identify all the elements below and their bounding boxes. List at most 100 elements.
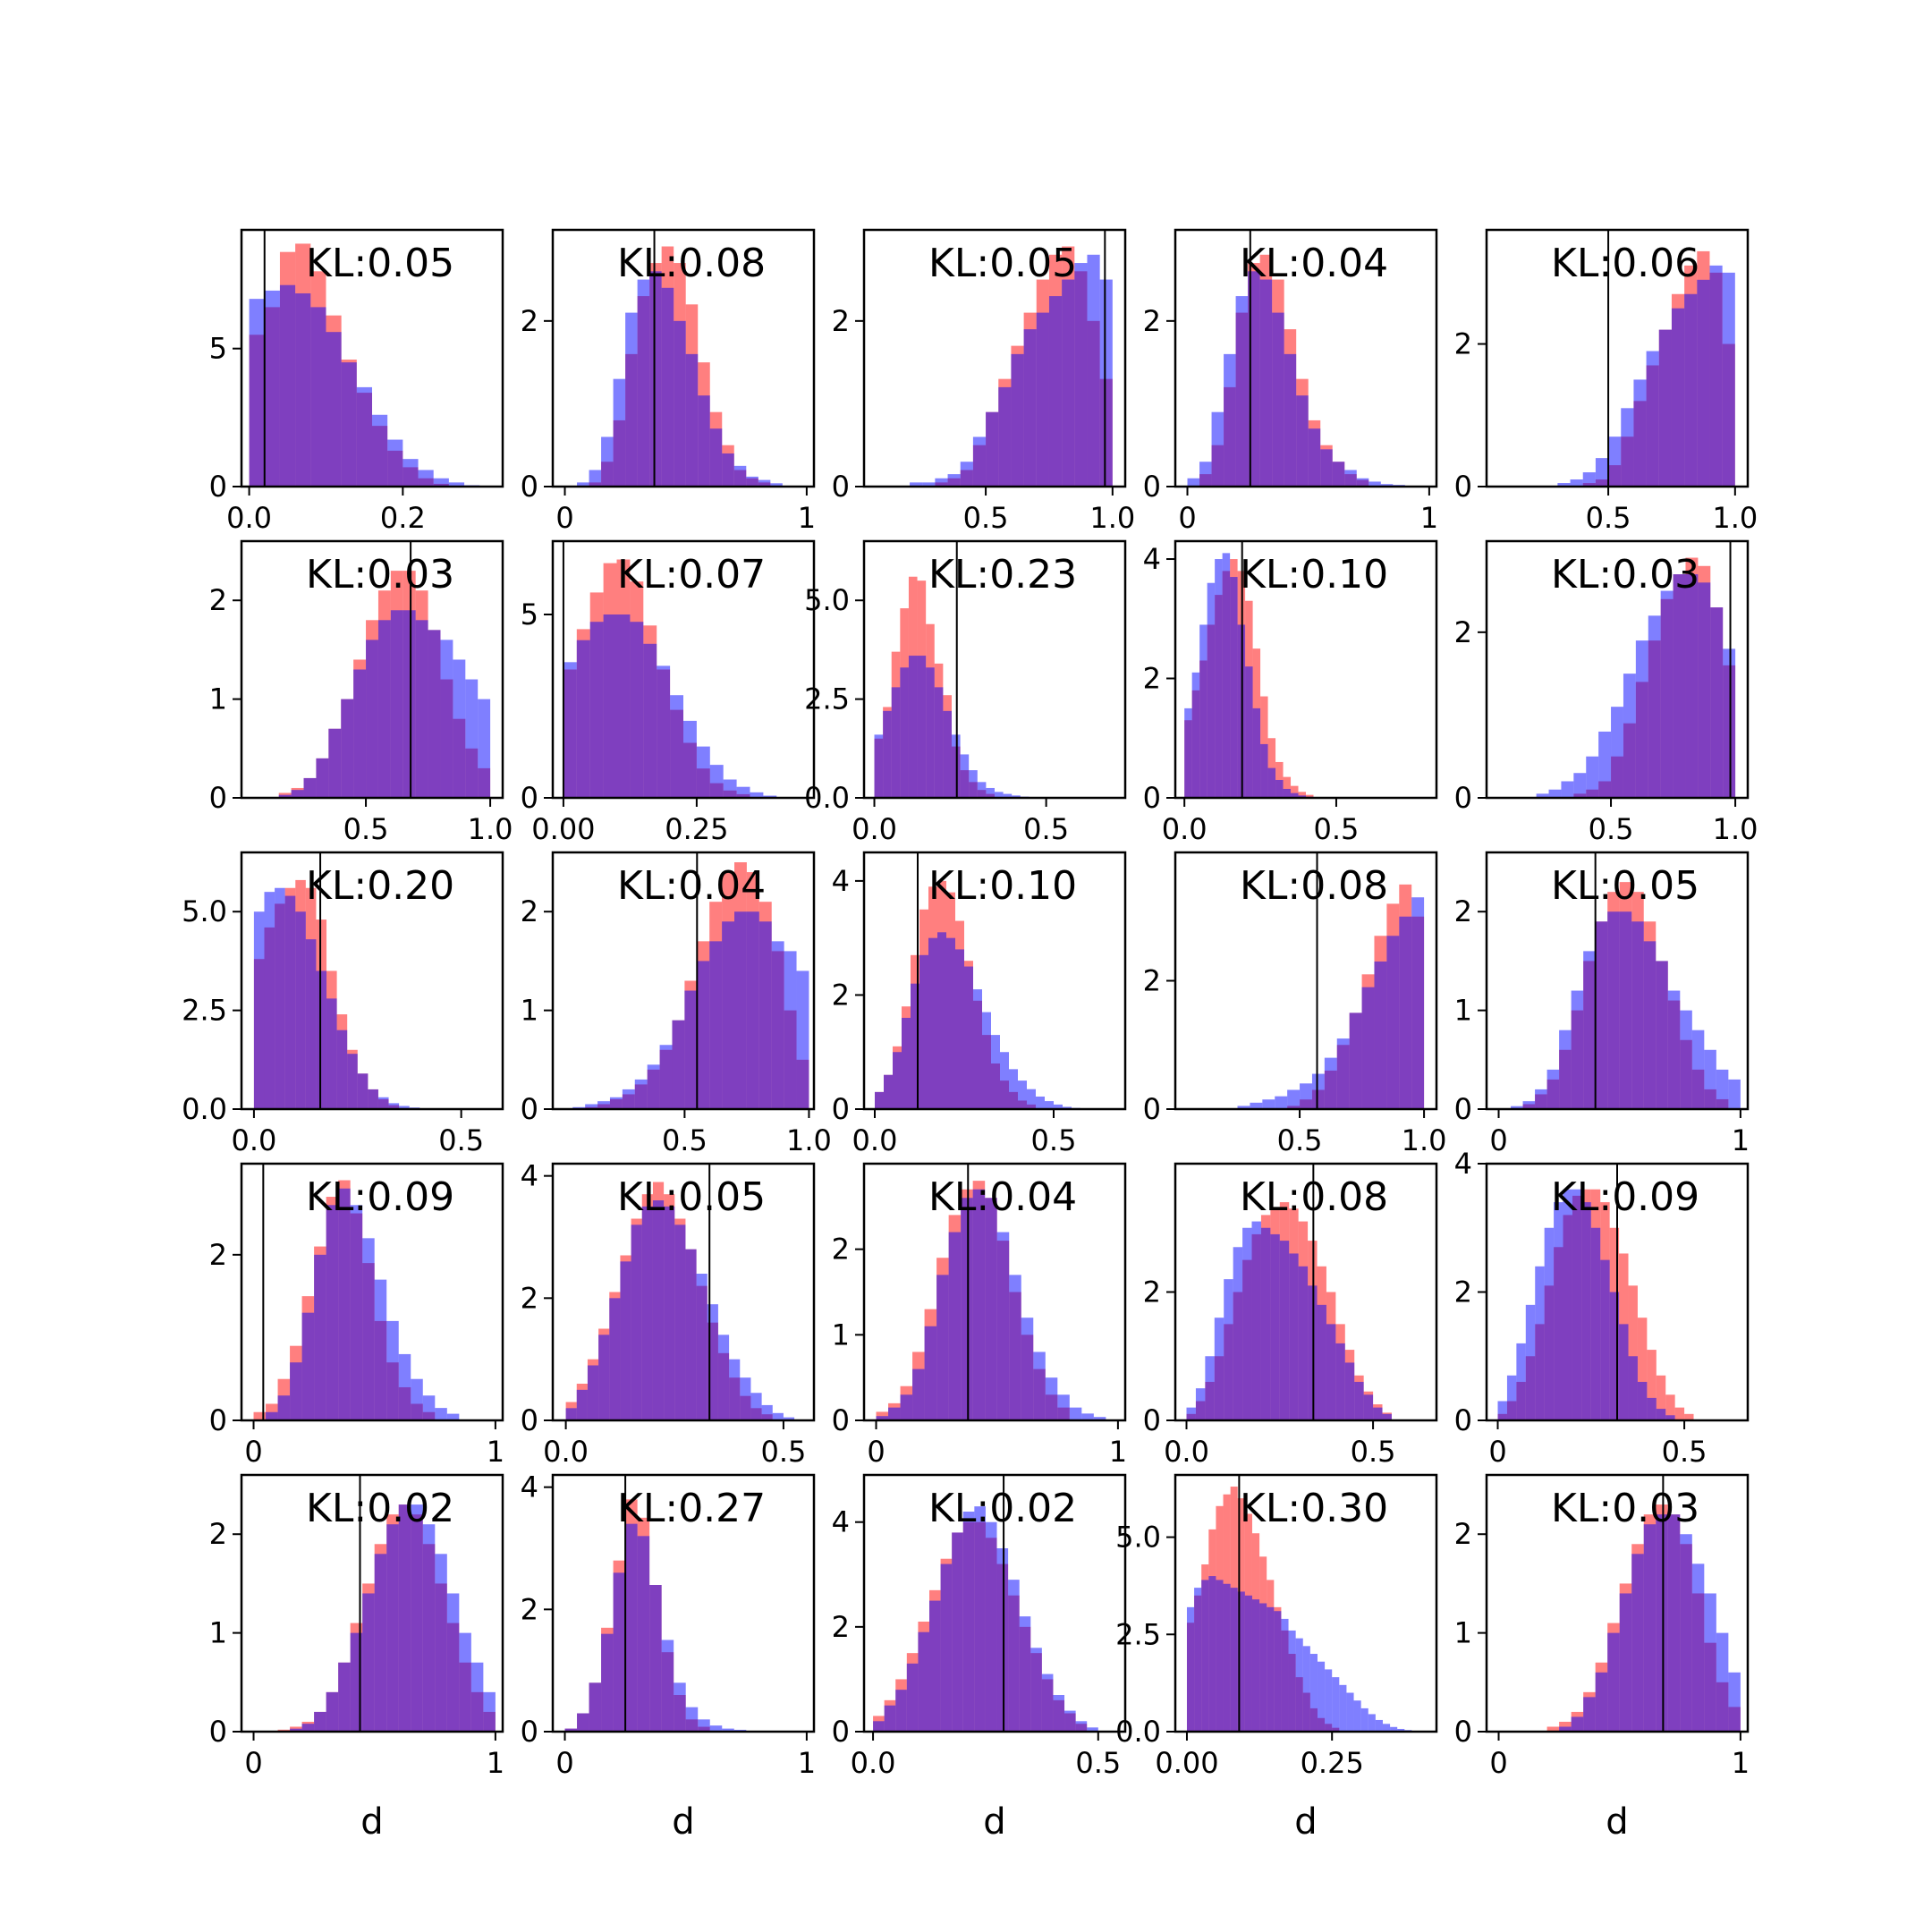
blue-histogram-bar (316, 758, 329, 798)
y-tick-label: 4 (832, 864, 850, 898)
blue-histogram-bar (641, 1206, 653, 1420)
blue-histogram-bar (1214, 1318, 1224, 1420)
kl-annotation: KL:0.03 (1551, 552, 1699, 597)
blue-histogram-bar (961, 1198, 973, 1420)
y-tick-label: 0 (832, 1403, 850, 1437)
blue-histogram-bar (422, 1524, 436, 1732)
blue-histogram-bar (709, 428, 723, 487)
blue-histogram-bar (761, 1404, 773, 1420)
kl-annotation: KL:0.06 (1551, 241, 1699, 286)
blue-histogram-bar (796, 970, 809, 1109)
blue-histogram-bar (723, 779, 737, 798)
kl-annotation: KL:0.05 (928, 241, 1077, 286)
blue-histogram-bar (696, 746, 710, 798)
red-histogram-bar (1298, 792, 1306, 798)
y-tick-label: 0 (1143, 1092, 1161, 1126)
y-tick-label: 2 (209, 583, 227, 617)
blue-histogram-bar (1607, 911, 1620, 1109)
blue-histogram-bar (685, 1707, 699, 1732)
blue-histogram-bar (649, 1585, 662, 1732)
blue-histogram-bar (1680, 1534, 1692, 1732)
blue-histogram-bar (1199, 624, 1208, 798)
y-tick-label: 0 (521, 1092, 538, 1126)
blue-histogram-bar (1308, 1285, 1318, 1420)
axes-frame (1485, 228, 1750, 488)
blue-histogram-bar (576, 1389, 588, 1420)
kl-annotation: KL:0.03 (306, 552, 454, 597)
blue-histogram-bar (589, 1682, 602, 1732)
x-tick-label: 0.5 (963, 501, 1009, 535)
blue-histogram-bar (601, 436, 614, 487)
blue-histogram-bar (1251, 1221, 1261, 1420)
blue-histogram-bar (478, 699, 491, 798)
x-tick-label: 0.5 (438, 1123, 484, 1157)
blue-histogram-bar (1237, 1106, 1250, 1109)
blue-histogram-bar (563, 662, 577, 798)
y-tick-label: 2 (209, 1517, 227, 1551)
blue-histogram-bar (1324, 1057, 1337, 1109)
blue-histogram-bar (1621, 408, 1634, 487)
y-tick-label: 4 (521, 1159, 538, 1193)
x-axis-label: d (360, 1801, 383, 1843)
x-tick-label: 0 (1178, 501, 1196, 535)
axes-frame (862, 851, 1127, 1111)
y-tick-label: 1 (1454, 1616, 1472, 1650)
x-tick-label: 1.0 (1712, 501, 1758, 535)
blue-histogram-bar (664, 1206, 675, 1420)
blue-histogram-bar (1339, 1684, 1347, 1732)
blue-histogram-bar (295, 911, 306, 1109)
y-tick-label: 2 (521, 304, 538, 338)
x-tick-label: 0.0 (851, 1746, 896, 1780)
blue-histogram-bar (746, 911, 759, 1109)
blue-histogram-bar (1346, 1692, 1354, 1732)
blue-histogram-bar (1211, 411, 1224, 487)
blue-histogram-bar (770, 483, 783, 487)
blue-histogram-bar (1667, 990, 1681, 1109)
blue-histogram-bar (1298, 1266, 1309, 1420)
blue-histogram-bar (1251, 1599, 1260, 1732)
blue-histogram-bar (1230, 1588, 1238, 1732)
blue-histogram-bar (1284, 353, 1297, 487)
x-tick-label: 1.0 (1089, 501, 1135, 535)
blue-histogram-bar (435, 1408, 447, 1420)
blue-histogram-bar (328, 728, 342, 798)
blue-histogram-bar (368, 1089, 378, 1109)
blue-histogram-bar (1023, 329, 1037, 487)
subplot-14: 0.5 1.0 0 2 KL:0.08 (1143, 851, 1447, 1157)
red-histogram-bar (1656, 1375, 1666, 1420)
axes-frame (551, 1162, 816, 1422)
blue-histogram-bar (1506, 1375, 1517, 1420)
y-tick-label: 2 (832, 1233, 850, 1267)
blue-histogram-bar (1349, 1013, 1362, 1109)
blue-histogram-bar (1332, 1677, 1340, 1732)
blue-histogram-bar (698, 395, 710, 487)
blue-histogram-bar (565, 1408, 577, 1420)
blue-histogram-bar (291, 790, 304, 798)
blue-histogram-bar (1546, 1069, 1560, 1109)
blue-histogram-bar (1684, 293, 1698, 487)
blue-histogram-bar (1397, 1728, 1405, 1732)
y-tick-label: 4 (1143, 542, 1161, 576)
blue-histogram-bar (1199, 462, 1212, 487)
blue-histogram-bar (906, 1663, 919, 1732)
blue-histogram-bar (1021, 1318, 1034, 1420)
blue-histogram-bar (771, 941, 784, 1109)
blue-histogram-bar (875, 1091, 884, 1109)
blue-histogram-bar (772, 1412, 784, 1420)
blue-histogram-bar (290, 1362, 302, 1420)
blue-histogram-bar (996, 1548, 1009, 1732)
blue-histogram-bar (388, 1103, 400, 1109)
blue-histogram-bar (1298, 795, 1306, 798)
blue-histogram-bar (1583, 1697, 1596, 1732)
blue-histogram-bar (1535, 1266, 1545, 1420)
kl-annotation: KL:0.20 (306, 863, 454, 909)
y-tick-label: 0 (521, 1715, 538, 1749)
blue-histogram-bar (387, 439, 403, 487)
blue-histogram-bar (1191, 672, 1200, 798)
blue-histogram-bar (1559, 1726, 1572, 1732)
blue-histogram-bar (1063, 1106, 1072, 1109)
blue-histogram-bar (620, 1261, 631, 1420)
y-tick-label: 2 (1143, 662, 1161, 696)
bars-group (1536, 557, 1736, 798)
blue-histogram-bar (1598, 731, 1612, 798)
